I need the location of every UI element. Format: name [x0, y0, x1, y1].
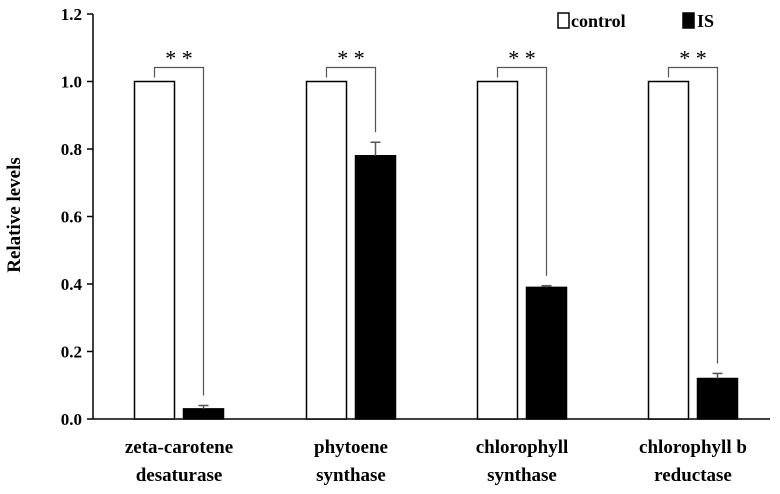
y-tick-label: 0.4 [61, 275, 83, 294]
significance-bracket [667, 66, 719, 364]
y-axis-label: Relative levels [4, 157, 25, 273]
significance-bracket [325, 66, 377, 133]
category-label: synthase [487, 465, 557, 486]
y-tick-label: 0.6 [61, 208, 82, 227]
legend-swatch-is [682, 12, 695, 29]
category-label: reductase [654, 465, 732, 486]
y-tick-label: 0.8 [61, 140, 82, 159]
y-ticks: 0.0 0.2 0.4 0.6 0.8 1.0 1.2 [61, 5, 93, 429]
significance-bracket [496, 66, 548, 276]
category-label: desaturase [136, 465, 223, 486]
significance-stars: * * [337, 46, 365, 71]
bar-is [525, 286, 568, 420]
significance-stars: * * [508, 46, 536, 71]
category-labels: zeta-carotene desaturase phytoene synthase c… [125, 437, 747, 486]
y-tick-label: 0.2 [61, 343, 82, 362]
legend-swatch-control [557, 12, 570, 29]
bar-control [647, 80, 690, 420]
bar-control [305, 80, 348, 420]
category-label: chlorophyll b [639, 437, 747, 458]
significance-bracket [153, 66, 205, 396]
bar-is [354, 155, 397, 420]
bar-is [182, 408, 225, 420]
legend-label-is: IS [697, 11, 714, 31]
category-label: phytoene [314, 437, 388, 458]
category-label: chlorophyll [476, 437, 569, 458]
bar-control [476, 80, 519, 420]
y-tick-label: 1.0 [61, 73, 82, 92]
significance-markers: * * * * * * * * [153, 46, 719, 396]
category-label: synthase [316, 465, 386, 486]
legend-label-control: control [571, 11, 626, 31]
y-tick-label: 1.2 [61, 5, 82, 24]
bars [133, 80, 739, 420]
y-tick-label: 0.0 [61, 410, 82, 429]
legend: control IS [557, 11, 714, 31]
category-label: zeta-carotene [125, 437, 233, 458]
bar-control [133, 80, 176, 420]
significance-stars: * * [679, 46, 707, 71]
bar-is [696, 377, 739, 420]
significance-stars: * * [165, 46, 193, 71]
